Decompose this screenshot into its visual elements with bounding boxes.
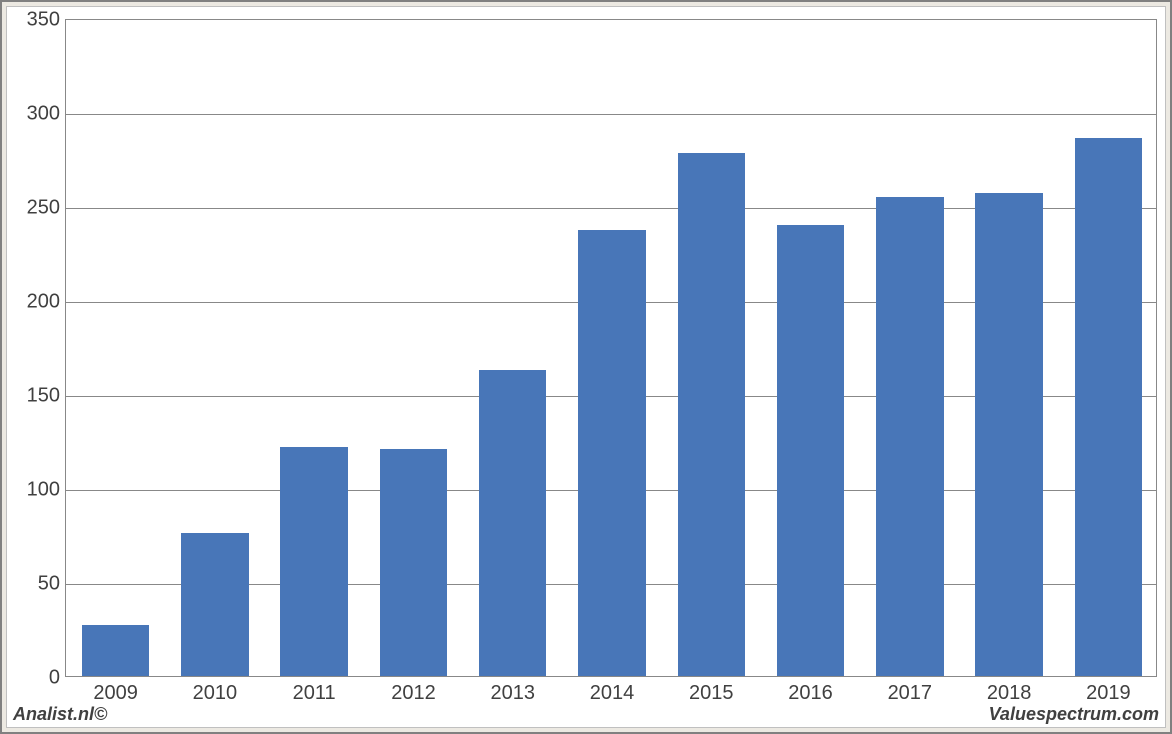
footer-left-credit: Analist.nl©	[13, 704, 107, 725]
bar	[578, 230, 646, 676]
x-tick-label: 2012	[391, 676, 436, 705]
y-tick-label: 50	[38, 573, 66, 596]
x-tick-label: 2018	[987, 676, 1032, 705]
x-tick-label: 2013	[490, 676, 535, 705]
bar	[280, 447, 348, 676]
bar	[1075, 138, 1143, 676]
x-tick-label: 2014	[590, 676, 635, 705]
y-tick-label: 200	[27, 291, 66, 314]
bar	[82, 625, 150, 676]
y-tick-label: 0	[49, 667, 66, 690]
x-tick-label: 2017	[888, 676, 933, 705]
bar	[777, 225, 845, 676]
plot-area: 0501001502002503003502009201020112012201…	[65, 19, 1157, 677]
bar	[678, 153, 746, 676]
y-tick-label: 250	[27, 197, 66, 220]
y-tick-label: 300	[27, 103, 66, 126]
x-tick-label: 2009	[93, 676, 138, 705]
x-tick-label: 2015	[689, 676, 734, 705]
x-tick-label: 2016	[788, 676, 833, 705]
y-tick-label: 100	[27, 479, 66, 502]
chart-inner-frame: 0 50 100 150 200 250 300 350 2009 2010 2011 2012 201…	[6, 6, 1166, 728]
y-tick-label: 150	[27, 385, 66, 408]
x-tick-label: 2019	[1086, 676, 1131, 705]
x-tick-label: 2011	[293, 676, 336, 705]
gridline	[66, 114, 1156, 115]
bar	[479, 370, 547, 676]
footer-right-credit: Valuespectrum.com	[989, 704, 1159, 725]
bar	[975, 193, 1043, 676]
bar	[181, 533, 249, 676]
chart-outer-frame: 0 50 100 150 200 250 300 350 2009 2010 2011 2012 201…	[0, 0, 1172, 734]
bar	[380, 449, 448, 676]
y-tick-label: 350	[27, 9, 66, 32]
x-tick-label: 2010	[193, 676, 238, 705]
bar	[876, 197, 944, 676]
